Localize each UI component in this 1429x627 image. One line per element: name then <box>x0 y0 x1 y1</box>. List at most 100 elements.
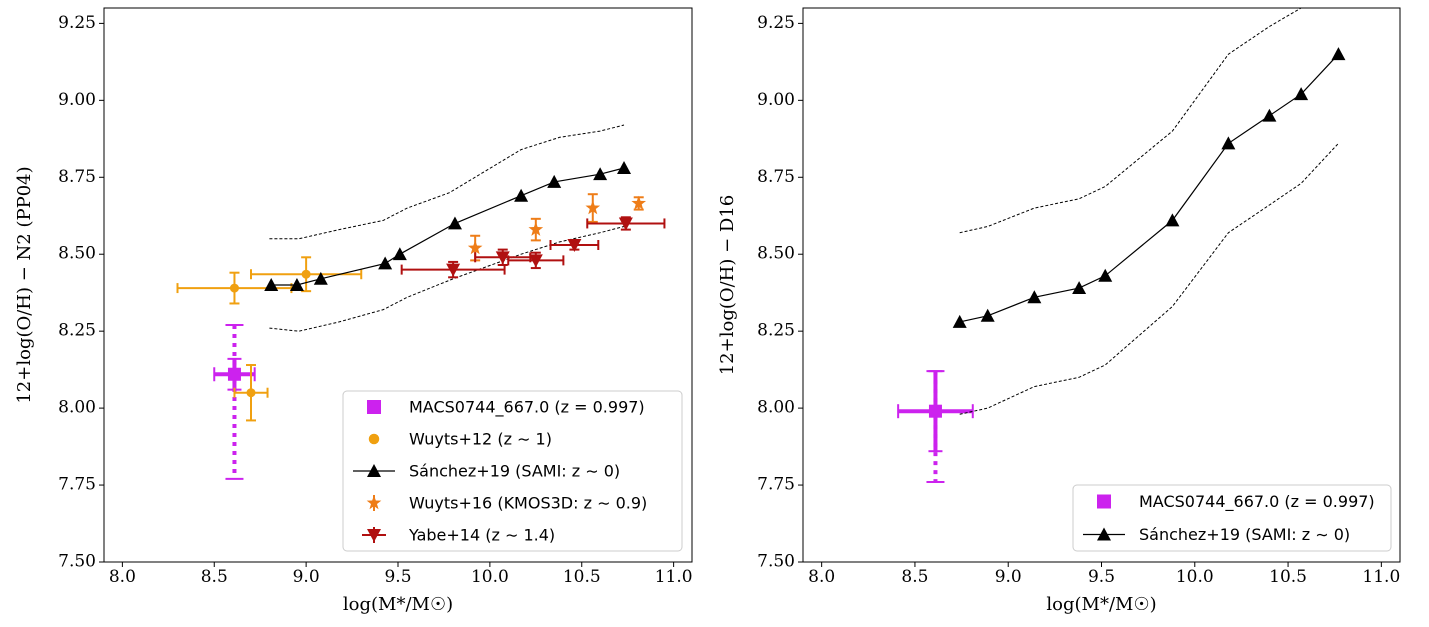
legend-label: Wuyts+12 (z ∼ 1) <box>409 430 552 449</box>
legend-label: Yabe+14 (z ∼ 1.4) <box>408 526 555 545</box>
data-point <box>392 247 407 261</box>
legend-box <box>1072 484 1392 552</box>
data-point <box>618 217 633 231</box>
data-point <box>593 167 608 181</box>
legend-marker <box>367 529 381 542</box>
y-tick-label: 8.75 <box>58 167 96 187</box>
legend-label: Wuyts+16 (KMOS3D: z ∼ 0.9) <box>409 494 647 513</box>
y-tick-label: 9.25 <box>757 13 795 33</box>
data-point <box>378 256 393 270</box>
data-point <box>547 174 562 188</box>
x-tick-label: 8.0 <box>109 567 136 587</box>
legend-box <box>342 390 683 552</box>
data-point <box>567 239 582 252</box>
data-point <box>528 221 544 236</box>
legend-marker <box>367 464 381 477</box>
y-tick-label: 8.25 <box>757 321 795 341</box>
legend: MACS0744_667.0 (z = 0.997) Sánchez+19 (SA… <box>1072 484 1392 552</box>
x-tick-label: 9.0 <box>293 567 320 587</box>
x-tick-label: 10.5 <box>563 567 601 587</box>
plot-area <box>176 124 666 480</box>
plot-area <box>897 8 1346 483</box>
y-tick-label: 8.50 <box>58 244 96 264</box>
series-0 <box>213 324 256 480</box>
legend-marker <box>1097 527 1111 541</box>
data-point <box>1165 213 1180 227</box>
legend-marker <box>366 495 382 510</box>
data-point <box>1221 136 1236 150</box>
x-tick-label: 8.5 <box>901 567 928 587</box>
data-point <box>289 278 304 291</box>
y-tick-label: 8.75 <box>757 167 795 187</box>
y-tick-label: 9.25 <box>58 13 96 33</box>
lower-envelope-line <box>269 226 625 332</box>
y-axis-label: 12+log(O/H) − D16 <box>717 195 738 376</box>
legend-marker <box>367 400 381 414</box>
data-point <box>1331 47 1346 61</box>
x-axis-label: log(M*/M☉) <box>1046 594 1156 615</box>
series-2 <box>264 124 632 332</box>
legend-label: MACS0744_667.0 (z = 0.997) <box>1139 492 1375 512</box>
legend-label: Sánchez+19 (SAMI: z ∼ 0) <box>1139 525 1350 544</box>
data-point <box>631 195 647 210</box>
series-4 <box>400 216 666 279</box>
legend-label: MACS0744_667.0 (z = 0.997) <box>409 398 645 418</box>
data-point <box>1294 87 1309 101</box>
data-point <box>301 269 311 279</box>
series-1 <box>176 256 363 422</box>
lower-envelope-line <box>959 143 1339 415</box>
data-point <box>446 263 461 277</box>
x-tick-label: 8.0 <box>808 567 835 587</box>
x-tick-label: 9.0 <box>995 567 1022 587</box>
data-point <box>514 188 529 202</box>
data-point <box>528 254 543 268</box>
x-tick-label: 8.5 <box>201 567 228 587</box>
x-tick-label: 9.5 <box>1088 567 1115 587</box>
y-tick-label: 8.00 <box>58 398 96 418</box>
data-point <box>1262 108 1277 122</box>
data-point <box>980 308 995 322</box>
data-point <box>264 278 279 291</box>
y-tick-label: 8.50 <box>757 244 795 264</box>
data-point <box>1027 290 1042 304</box>
data-point <box>227 367 241 381</box>
data-point <box>952 314 967 328</box>
y-tick-label: 7.75 <box>757 475 795 495</box>
x-tick-label: 10.0 <box>1176 567 1214 587</box>
data-point <box>467 240 483 255</box>
data-point <box>617 161 632 174</box>
upper-envelope-line <box>959 8 1302 234</box>
data-point <box>1098 268 1113 282</box>
data-point <box>1072 281 1087 295</box>
x-tick-label: 10.5 <box>1269 567 1307 587</box>
chart-panel-d16: 8.0 8.5 9.0 9.5 10.0 10.5 11.0 7.50 7.75 8.00 8.25… <box>717 7 1401 615</box>
legend-label: Sánchez+19 (SAMI: z ∼ 0) <box>409 462 620 481</box>
axes-frame <box>802 7 1401 563</box>
y-tick-label: 7.75 <box>58 475 96 495</box>
y-tick-label: 8.25 <box>58 321 96 341</box>
y-tick-label: 9.00 <box>757 90 795 110</box>
x-tick-label: 10.0 <box>471 567 509 587</box>
y-tick-label: 7.50 <box>757 552 795 572</box>
data-point <box>229 283 239 293</box>
x-axis-label: log(M*/M☉) <box>343 594 453 615</box>
data-point <box>246 388 256 398</box>
series-0 <box>897 370 974 483</box>
y-tick-label: 8.00 <box>757 398 795 418</box>
data-point <box>313 271 328 285</box>
legend-marker <box>368 433 380 445</box>
legend: MACS0744_667.0 (z = 0.997) Wuyts+12 (z ∼ … <box>342 390 683 552</box>
chart-panel-pp04: 8.0 8.5 9.0 9.5 10.0 10.5 11.0 7.50 7.75 8.00 8.25… <box>14 7 693 615</box>
data-point <box>447 216 462 230</box>
y-tick-label: 9.00 <box>58 90 96 110</box>
x-tick-label: 9.5 <box>384 567 411 587</box>
x-tick-label: 11.0 <box>1362 567 1400 587</box>
data-point <box>585 200 601 215</box>
series-line <box>271 167 625 286</box>
data-point <box>928 404 942 418</box>
y-tick-label: 7.50 <box>58 552 96 572</box>
y-axis-label: 12+log(O/H) − N2 (PP04) <box>14 166 35 403</box>
data-point <box>495 251 510 265</box>
series-1 <box>952 8 1346 415</box>
